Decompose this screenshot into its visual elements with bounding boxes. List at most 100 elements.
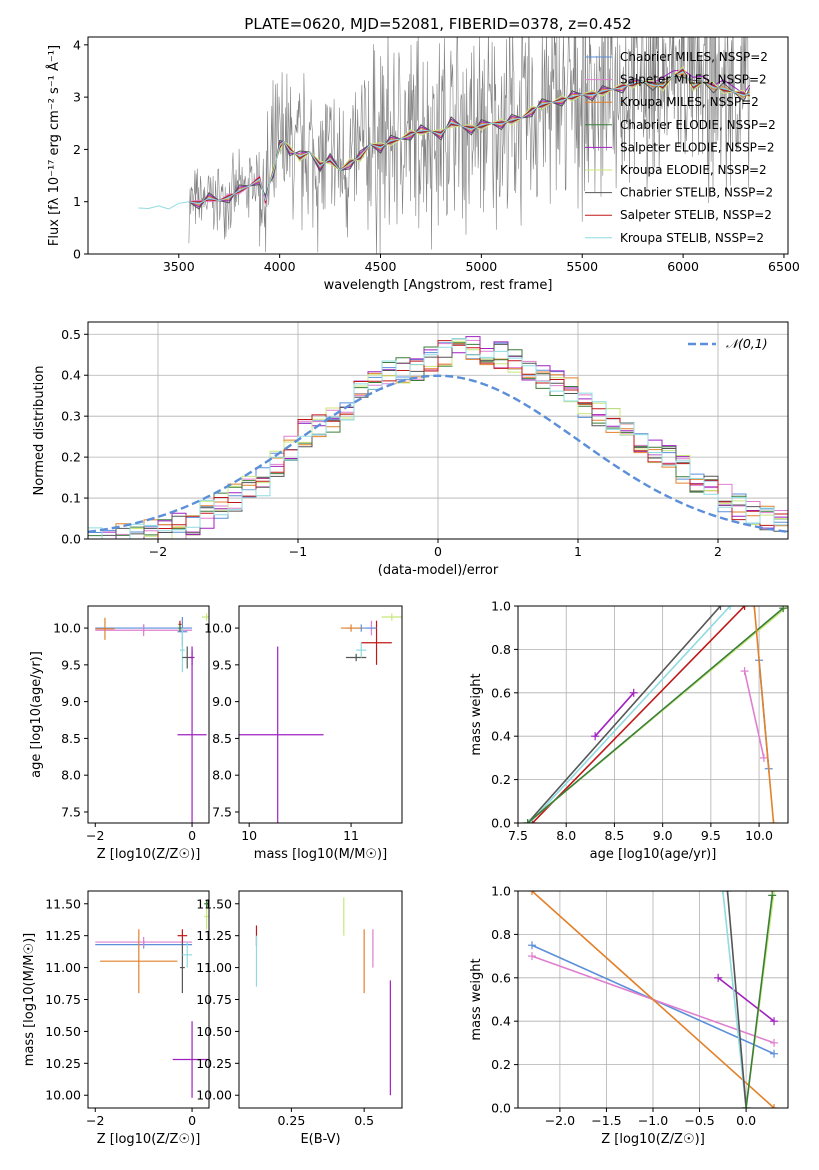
x-tick-label: 3500	[163, 259, 195, 274]
x-tick-label: 0	[434, 544, 442, 559]
chart-massweight-vs-Z: −2.0 −1.5 −1.0 −0.5 0.0 0.0 0.2 0.4 0.6 0.8 1.0 Z […	[469, 884, 789, 1147]
x-axis-label: age [log10(age/yr)]	[590, 847, 717, 862]
chart-massweight-vs-age: 7.5 8.0 8.5 9.0 9.5 10.0 0.0 0.2 0.4 0.6 0.8 1.0 age…	[469, 599, 789, 862]
y-tick-label: 0.8	[491, 927, 511, 942]
x-tick-label: 0	[188, 828, 196, 843]
y-tick-label: 0.2	[491, 772, 511, 787]
x-tick-label: −2	[86, 828, 104, 843]
weight-line	[594, 692, 635, 737]
y-tick-label: 9.0	[61, 694, 81, 709]
y-tick-label: 11.25	[45, 928, 81, 943]
y-axis-label: Flux [fλ 10⁻¹⁷ erg cm⁻² s⁻¹ Å⁻¹]	[46, 45, 62, 246]
y-tick-label: 0.4	[491, 1014, 511, 1029]
legend-label: Salpeter ELODIE, NSSP=2	[620, 140, 775, 154]
y-tick-label: 0.0	[491, 816, 511, 831]
plot-area	[523, 606, 788, 823]
x-axis-label: Z [log10(Z/Z☉)]	[97, 847, 201, 862]
y-tick-label: 0	[73, 247, 81, 262]
x-tick-label: −2.0	[545, 1113, 575, 1128]
legend-label: Chabrier MILES, NSSP=2	[620, 50, 768, 64]
x-axis-label: E(B-V)	[300, 1132, 340, 1147]
axes-frame	[87, 605, 210, 824]
x-tick-label: −2	[149, 544, 167, 559]
y-tick-label: 7.5	[212, 804, 232, 819]
legend-label: Chabrier ELODIE, NSSP=2	[620, 118, 776, 132]
y-tick-label: 10.00	[196, 1088, 232, 1103]
weight-line	[527, 607, 784, 823]
x-tick-label: 8.0	[556, 828, 576, 843]
axes-frame	[87, 890, 210, 1109]
y-axis-label: age [log10(age/yr)]	[29, 651, 44, 778]
y-tick-label: 0.6	[491, 685, 511, 700]
y-tick-label: 2	[73, 142, 81, 157]
y-tick-label: 7.5	[61, 804, 81, 819]
y-tick-label: 10.50	[196, 1024, 232, 1039]
weight-line	[753, 606, 775, 823]
chart-spectrum: 3500 4000 4500 5000 5500 6000 6500 0 1 2 3 4 wavelen…	[46, 36, 800, 293]
plot-area	[95, 613, 209, 823]
y-tick-label: 10.25	[45, 1056, 81, 1071]
y-axis-label: mass [log10(M/M☉)]	[22, 933, 37, 1066]
y-tick-label: 10.0	[53, 621, 81, 636]
y-tick-label: 0.8	[491, 642, 511, 657]
y-tick-label: 11.25	[196, 928, 232, 943]
model-line	[138, 71, 750, 210]
legend-label: Kroupa STELIB, NSSP=2	[620, 231, 764, 245]
x-tick-label: 5500	[566, 259, 598, 274]
x-tick-label: 4000	[264, 259, 296, 274]
y-tick-label: 0.3	[61, 409, 81, 424]
legend-label: Chabrier STELIB, NSSP=2	[620, 186, 773, 200]
x-tick-label: −2	[86, 1113, 104, 1128]
x-tick-label: 5000	[465, 259, 497, 274]
model-line	[269, 65, 751, 184]
x-axis-label: wavelength [Angstrom, rest frame]	[324, 278, 553, 293]
axes-frame	[517, 605, 789, 824]
plot-area	[138, 37, 751, 254]
y-tick-label: 0.5	[61, 327, 81, 342]
legend-label: Salpeter MILES, NSSP=2	[620, 73, 767, 87]
y-tick-label: 0.1	[61, 491, 81, 506]
chart-mass-vs-Z: −2 0 10.00 10.25 10.50 10.75 11.00 11.25 11.50 Z …	[22, 890, 210, 1147]
x-tick-label: 4500	[365, 259, 397, 274]
y-axis-label: mass weight	[469, 958, 484, 1040]
x-tick-label: 0.25	[277, 1113, 305, 1128]
y-tick-label: 10.0	[204, 621, 232, 636]
x-tick-label: −0.5	[684, 1113, 714, 1128]
histogram-step	[88, 340, 788, 539]
x-tick-label: 7.5	[508, 828, 528, 843]
chart-age-vs-mass: 10 11 7.5 8.0 8.5 9.0 9.5 10.0 mass [log10(M/M☉)…	[204, 605, 403, 862]
plot-area	[527, 891, 779, 1108]
y-tick-label: 10.75	[45, 992, 81, 1007]
x-tick-label: 6500	[768, 259, 800, 274]
model-line	[188, 75, 751, 210]
x-tick-label: 2	[714, 544, 722, 559]
y-tick-label: 8.0	[212, 768, 232, 783]
y-tick-label: 11.00	[45, 960, 81, 975]
weight-line	[531, 606, 746, 823]
y-tick-label: 8.0	[61, 768, 81, 783]
weight-line	[527, 606, 722, 823]
x-tick-label: −1.0	[638, 1113, 668, 1128]
y-tick-label: 0.6	[491, 970, 511, 985]
legend-label: Salpeter STELIB, NSSP=2	[620, 208, 772, 222]
y-tick-label: 3	[73, 90, 81, 105]
y-tick-label: 0.2	[61, 450, 81, 465]
x-tick-label: 6000	[667, 259, 699, 274]
axes-frame	[238, 890, 403, 1109]
y-tick-label: 0.0	[61, 532, 81, 547]
weight-line	[717, 977, 775, 1022]
y-tick-label: 8.5	[212, 731, 232, 746]
x-axis-label: mass [log10(M/M☉)]	[254, 847, 387, 862]
legend-label: Kroupa MILES, NSSP=2	[620, 95, 759, 109]
chart-mass-vs-EBV: 0.25 0.5 10.00 10.25 10.50 10.75 11.00 11.25 11.…	[196, 890, 403, 1147]
y-tick-label: 11.50	[196, 896, 232, 911]
y-tick-label: 1.0	[491, 599, 511, 614]
figure-title: PLATE=0620, MJD=52081, FIBERID=0378, z=0…	[244, 15, 631, 33]
weight-line	[528, 606, 731, 823]
y-tick-label: 0.4	[491, 729, 511, 744]
y-tick-label: 1	[73, 194, 81, 209]
x-tick-label: 0.0	[736, 1113, 756, 1128]
axes-frame	[87, 36, 789, 255]
y-tick-label: 1.0	[491, 884, 511, 899]
